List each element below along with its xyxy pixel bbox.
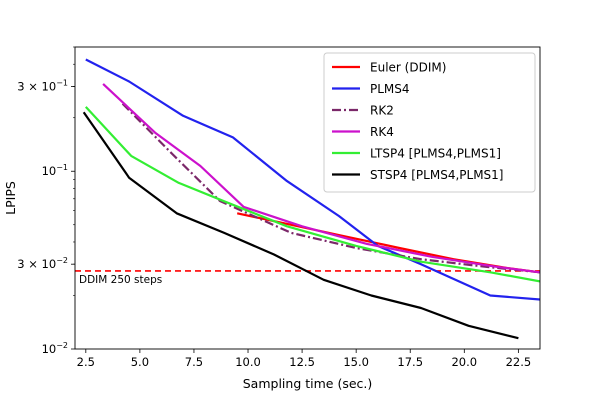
series-line-3 bbox=[121, 102, 540, 274]
x-tick-label: 10.0 bbox=[235, 355, 261, 369]
y-axis-label: LPIPS bbox=[3, 181, 18, 215]
x-tick-label: 22.5 bbox=[506, 355, 532, 369]
y-tick-base: 10 bbox=[42, 342, 57, 356]
x-tick-label: 20.0 bbox=[451, 355, 477, 369]
y-tick-exponent: −2 bbox=[56, 341, 68, 350]
series-line-5 bbox=[84, 106, 540, 283]
x-axis-label: Sampling time (sec.) bbox=[243, 376, 373, 391]
legend-box bbox=[323, 52, 536, 193]
y-tick-label: 3 × 10−1 bbox=[17, 78, 68, 93]
x-tick-label: 7.5 bbox=[185, 355, 203, 369]
plot-frame bbox=[74, 46, 541, 350]
y-tick-base: 10 bbox=[42, 164, 57, 178]
legend-label-4: RK4 bbox=[370, 125, 394, 139]
x-tick-label: 15.0 bbox=[343, 355, 369, 369]
y-tick-base: 3 × 10 bbox=[17, 79, 56, 93]
legend: Euler (DDIM) PLMS4 RK2 RK4 LTSP4 [PLMS4,PLMS… bbox=[323, 52, 536, 193]
y-tick-label: 10−2 bbox=[42, 341, 68, 356]
series-line-4 bbox=[102, 83, 540, 274]
legend-label-3: RK2 bbox=[370, 104, 394, 118]
legend-label-1: Euler (DDIM) bbox=[370, 61, 446, 75]
x-tick-label: 2.5 bbox=[77, 355, 95, 369]
y-tick-exponent: −1 bbox=[56, 78, 68, 87]
y-tick-base: 3 × 10 bbox=[17, 257, 56, 271]
legend-label-2: PLMS4 bbox=[370, 82, 410, 96]
series-line-2 bbox=[85, 58, 540, 301]
series-line-6 bbox=[82, 111, 519, 340]
y-tick-label: 10−1 bbox=[42, 163, 68, 178]
legend-label-5: LTSP4 [PLMS4,PLMS1] bbox=[370, 147, 501, 161]
legend-label-6: STSP4 [PLMS4,PLMS1] bbox=[370, 168, 503, 182]
x-tick-label: 17.5 bbox=[397, 355, 423, 369]
x-tick-label: 5.0 bbox=[131, 355, 149, 369]
y-tick-exponent: −1 bbox=[56, 163, 68, 172]
y-tick-exponent: −2 bbox=[56, 256, 68, 265]
x-tick-label: 12.5 bbox=[289, 355, 315, 369]
series-group bbox=[82, 58, 540, 340]
y-tick-label: 3 × 10−2 bbox=[17, 256, 68, 271]
reference-line-label: DDIM 250 steps bbox=[79, 274, 162, 286]
